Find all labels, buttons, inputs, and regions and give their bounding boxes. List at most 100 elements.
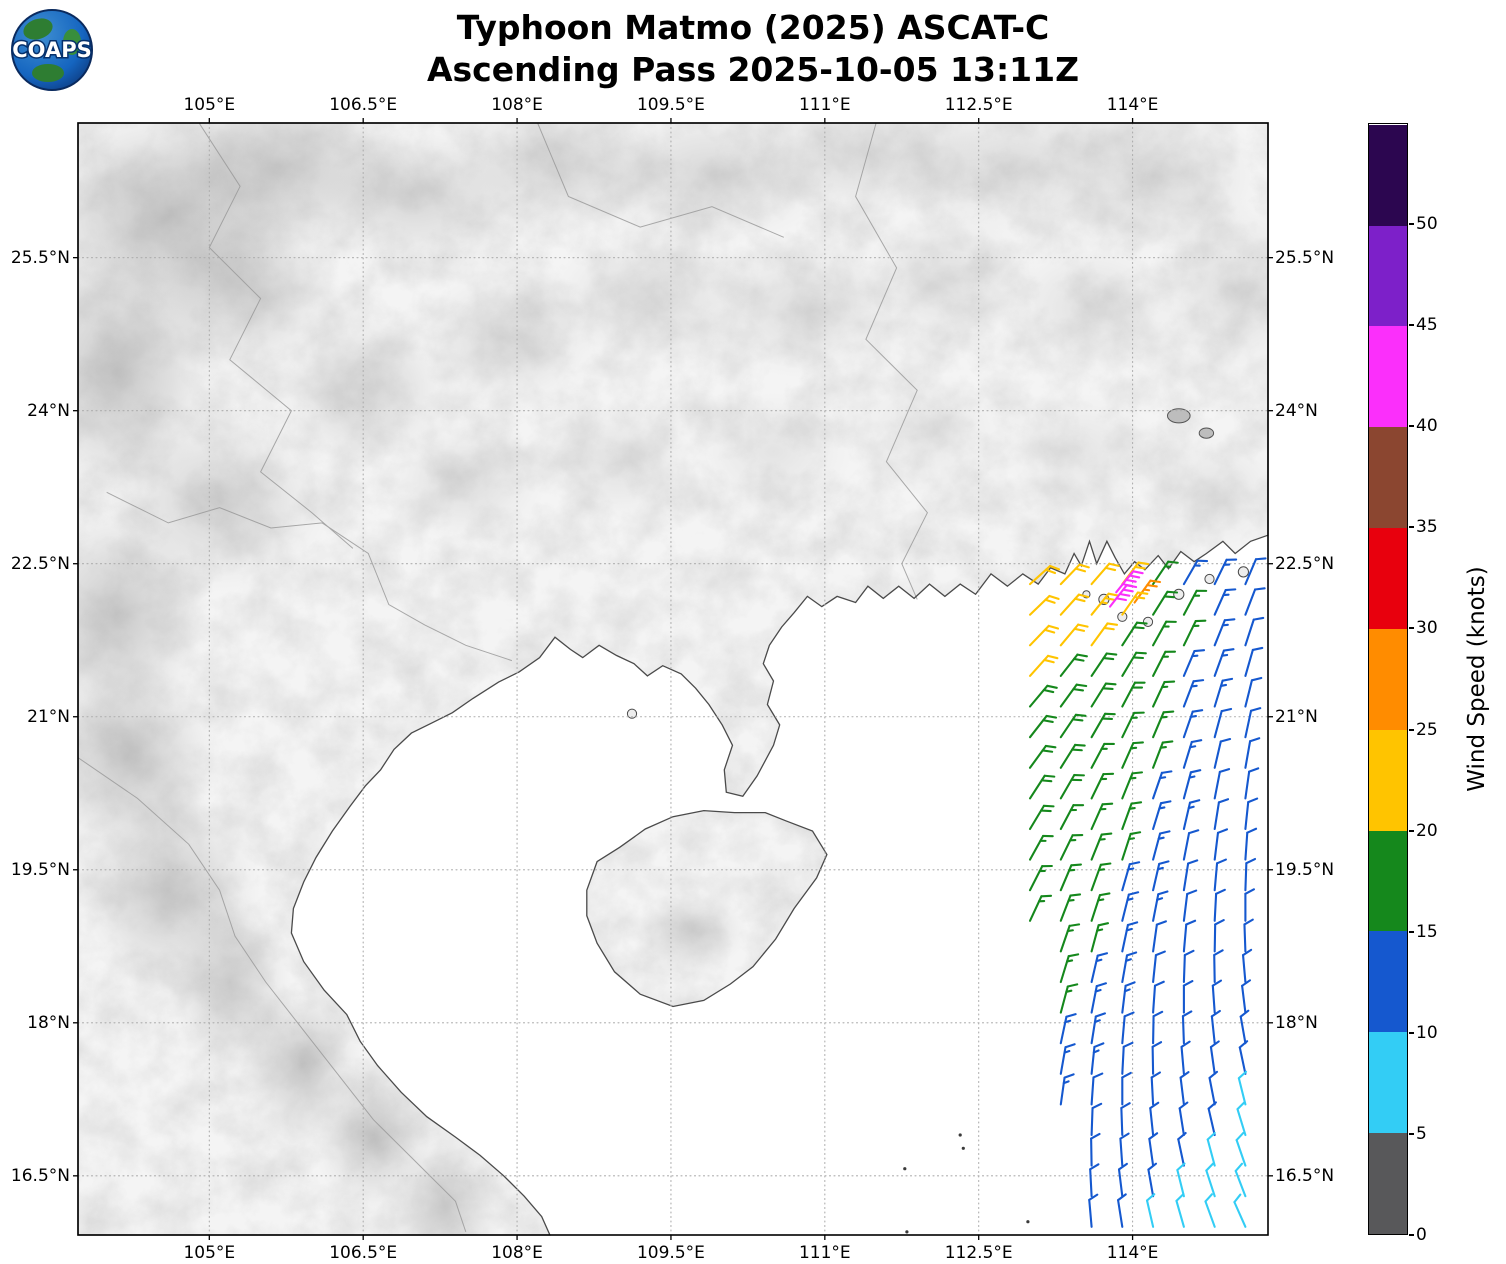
wind-barb [1152, 800, 1172, 831]
wind-barb [1090, 592, 1120, 616]
wind-barb [1028, 774, 1056, 800]
map-plot [73, 118, 1273, 1240]
colorbar-tick-label: 5 [1416, 1123, 1427, 1144]
wind-barb [1213, 798, 1230, 831]
wind-barb [1090, 742, 1115, 769]
wind-barb [1151, 1041, 1163, 1075]
colorbar-tick-label: 25 [1416, 719, 1438, 740]
wind-barb [1121, 711, 1145, 739]
wind-barb [1241, 979, 1252, 1014]
wind-barb [1152, 740, 1174, 769]
wind-barb [1121, 771, 1144, 800]
wind-barb [1182, 709, 1204, 739]
colorbar-tick-mark [1409, 930, 1414, 933]
wind-barb [1210, 1009, 1221, 1045]
colorbar-tick-label: 0 [1416, 1225, 1427, 1245]
x-tick-label-top: 108°E [491, 95, 543, 115]
wind-barb [1121, 981, 1136, 1014]
wind-barb [1108, 584, 1138, 608]
wind-barb [1241, 948, 1253, 984]
wind-barb [1182, 559, 1209, 586]
wind-barb [1059, 773, 1085, 800]
wind-barb [1059, 983, 1079, 1014]
wind-barb [1028, 654, 1059, 677]
wind-barb [1121, 681, 1146, 708]
wind-barb [1206, 1131, 1216, 1167]
wind-barb [1028, 864, 1053, 892]
wind-barb [1090, 1012, 1106, 1045]
y-tick-label-left: 25.5°N [10, 247, 70, 268]
wind-barb [1028, 594, 1060, 616]
wind-barb [1059, 563, 1090, 586]
y-tick-label-left: 18°N [27, 1012, 70, 1033]
wind-barb [1090, 982, 1108, 1014]
wind-barb [1213, 648, 1235, 677]
wind-barb [1152, 890, 1169, 922]
wind-barb [1182, 829, 1200, 861]
colorbar-tick-mark [1409, 526, 1414, 529]
wind-barb [1213, 558, 1238, 586]
wind-barb [1115, 570, 1144, 594]
wind-barb [1213, 768, 1231, 800]
wind-barb [1175, 1193, 1185, 1228]
wind-barb [1213, 618, 1236, 647]
y-tick-label-right: 16.5°N [1275, 1165, 1335, 1186]
colorbar-segment [1369, 427, 1407, 529]
wind-barb [1059, 623, 1089, 647]
wind-barb [1121, 921, 1139, 953]
wind-barb [1059, 743, 1086, 769]
x-tick-label-top: 114°E [1106, 95, 1159, 115]
wind-barb [1090, 862, 1112, 892]
gridlines [77, 122, 1269, 1236]
wind-barb [1090, 832, 1113, 861]
wind-barb [1147, 1162, 1158, 1198]
wind-barb [1133, 579, 1162, 604]
wind-barb [1090, 682, 1117, 708]
wind-barb [1243, 918, 1254, 953]
wind-barb [1152, 590, 1179, 616]
wind-barb [1182, 859, 1199, 892]
wind-barb [1213, 588, 1237, 616]
colorbar-segment [1369, 124, 1407, 226]
wind-barb [1152, 680, 1176, 708]
colorbar-segment [1369, 628, 1407, 730]
wind-barb [1090, 1102, 1103, 1137]
boundary-lines [77, 122, 928, 1233]
wind-barb [1120, 1102, 1131, 1137]
wind-barb [1178, 1101, 1189, 1137]
wind-barb [1059, 683, 1088, 708]
wind-barb [1090, 652, 1118, 677]
wind-barb [1121, 861, 1141, 892]
axis-ticks [73, 118, 1273, 1240]
wind-barb [1152, 830, 1171, 861]
x-tick-label-top: 112.5°E [944, 95, 1013, 115]
wind-barb [1090, 892, 1111, 922]
colorbar-tick-label: 35 [1416, 517, 1438, 538]
lakes [1167, 408, 1215, 439]
colorbar-segment [1369, 225, 1407, 327]
wind-barb [1145, 1193, 1156, 1228]
colorbar-tick-mark [1409, 1234, 1414, 1236]
wind-barb [1181, 1010, 1193, 1045]
wind-barb [1152, 710, 1175, 739]
plot-title: Typhoon Matmo (2025) ASCAT-C [456, 8, 1050, 47]
wind-barb [1121, 891, 1140, 922]
y-tick-label-right: 21°N [1275, 706, 1318, 727]
wind-barb [1182, 769, 1202, 800]
colorbar-segment [1369, 1133, 1407, 1234]
colorbar-tick-mark [1409, 324, 1414, 327]
colorbar-tick-mark [1409, 728, 1414, 731]
y-tick-label-right: 25.5°N [1275, 247, 1335, 268]
x-tick-label-bottom: 109.5°E [636, 1243, 705, 1263]
wind-barb [1059, 713, 1087, 739]
colorbar-tick-label: 15 [1416, 921, 1438, 942]
wind-barb [1090, 952, 1109, 984]
y-tick-label-left: 24°N [27, 400, 70, 421]
wind-barb [1176, 1162, 1186, 1198]
logo-text: COAPS [12, 38, 91, 62]
wind-barb [1235, 1131, 1247, 1167]
wind-barb [1152, 860, 1170, 892]
wind-barb [1059, 804, 1085, 831]
wind-barb [1244, 707, 1262, 739]
